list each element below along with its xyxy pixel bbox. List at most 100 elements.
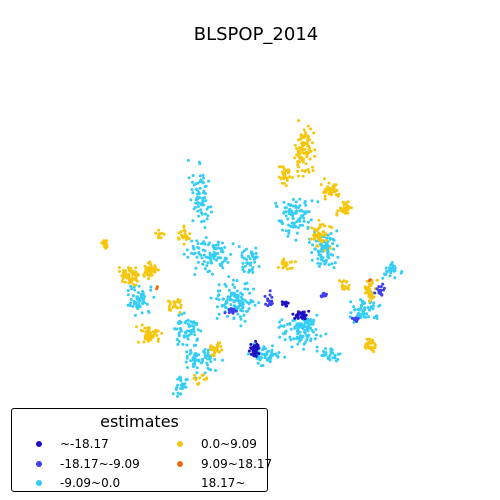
map-point bbox=[332, 186, 336, 189]
map-point bbox=[201, 180, 205, 184]
map-point bbox=[121, 279, 124, 283]
map-point bbox=[346, 200, 350, 204]
map-point bbox=[303, 314, 307, 318]
map-point bbox=[156, 329, 160, 333]
map-point bbox=[231, 283, 235, 287]
map-point bbox=[315, 313, 319, 317]
map-point bbox=[297, 174, 301, 178]
map-point bbox=[251, 266, 255, 269]
map-point bbox=[211, 244, 215, 248]
map-point bbox=[178, 319, 182, 323]
map-point bbox=[301, 310, 305, 314]
map-point bbox=[183, 382, 187, 386]
map-point bbox=[383, 272, 386, 276]
map-point bbox=[278, 335, 282, 339]
map-point bbox=[306, 137, 310, 141]
map-point bbox=[281, 266, 285, 270]
map-point bbox=[242, 313, 246, 317]
map-title: BLSPOP_2014 bbox=[193, 24, 319, 45]
map-point bbox=[179, 387, 183, 390]
map-point bbox=[277, 165, 281, 169]
map-point bbox=[366, 306, 370, 310]
map-point bbox=[302, 143, 306, 147]
map-point bbox=[177, 334, 181, 338]
map-point bbox=[232, 278, 235, 282]
map-point bbox=[309, 127, 313, 131]
map-point bbox=[243, 287, 247, 291]
map-point bbox=[307, 323, 311, 327]
map-point bbox=[235, 295, 238, 299]
map-point bbox=[296, 159, 300, 163]
map-point bbox=[157, 233, 161, 237]
map-point bbox=[136, 340, 140, 344]
map-point bbox=[176, 394, 179, 398]
map-point bbox=[324, 187, 328, 191]
map-point bbox=[302, 323, 306, 327]
map-point bbox=[317, 264, 321, 268]
map-point bbox=[252, 287, 255, 291]
map-point bbox=[319, 183, 323, 187]
map-point bbox=[203, 267, 207, 271]
map-point bbox=[171, 305, 175, 309]
map-point bbox=[295, 220, 299, 224]
map-point bbox=[223, 282, 227, 286]
map-point bbox=[315, 349, 319, 353]
map-point bbox=[243, 319, 247, 323]
map-point bbox=[200, 212, 204, 216]
map-point bbox=[228, 297, 232, 301]
map-point bbox=[191, 244, 195, 248]
map-point bbox=[193, 333, 197, 337]
map-point bbox=[142, 274, 146, 278]
map-point bbox=[179, 383, 183, 387]
map-point bbox=[309, 218, 313, 222]
map-point bbox=[328, 237, 332, 241]
map-point bbox=[229, 303, 233, 307]
map-point bbox=[257, 301, 261, 305]
map-point bbox=[311, 322, 315, 326]
map-point bbox=[291, 197, 295, 201]
map-point bbox=[301, 151, 304, 154]
map-point bbox=[270, 299, 274, 303]
map-point bbox=[298, 223, 302, 227]
map-point bbox=[298, 330, 302, 334]
map-point bbox=[239, 291, 243, 295]
map-point bbox=[300, 326, 304, 330]
map-point bbox=[185, 235, 189, 239]
map-point bbox=[400, 270, 404, 273]
map-point bbox=[134, 266, 138, 270]
map-point bbox=[220, 348, 224, 352]
map-point bbox=[247, 349, 251, 353]
map-point bbox=[313, 148, 317, 152]
map-point bbox=[371, 304, 375, 308]
map-point bbox=[137, 301, 141, 305]
map-point bbox=[243, 264, 247, 268]
map-point bbox=[306, 168, 310, 171]
map-point bbox=[168, 302, 172, 306]
map-point bbox=[264, 302, 268, 306]
map-point bbox=[134, 270, 138, 274]
map-point bbox=[143, 295, 147, 298]
map-point bbox=[328, 358, 332, 362]
map-point bbox=[275, 204, 279, 208]
map-point bbox=[307, 135, 310, 138]
map-point bbox=[323, 224, 327, 228]
map-point bbox=[203, 226, 207, 229]
map-point bbox=[303, 170, 307, 174]
map-point bbox=[102, 239, 106, 243]
map-point bbox=[178, 375, 182, 379]
map-point bbox=[194, 378, 198, 382]
map-point bbox=[282, 258, 286, 261]
map-point bbox=[303, 200, 307, 203]
map-point bbox=[321, 256, 325, 260]
map-point bbox=[364, 342, 368, 346]
map-point bbox=[329, 232, 333, 235]
map-point bbox=[128, 304, 132, 308]
map-point bbox=[363, 306, 366, 310]
map-point bbox=[247, 352, 250, 356]
map-point bbox=[191, 191, 195, 195]
map-point bbox=[130, 287, 134, 291]
map-point bbox=[167, 308, 171, 312]
legend-marker-3 bbox=[36, 480, 42, 486]
map-point bbox=[227, 311, 231, 315]
map-point bbox=[206, 357, 210, 361]
